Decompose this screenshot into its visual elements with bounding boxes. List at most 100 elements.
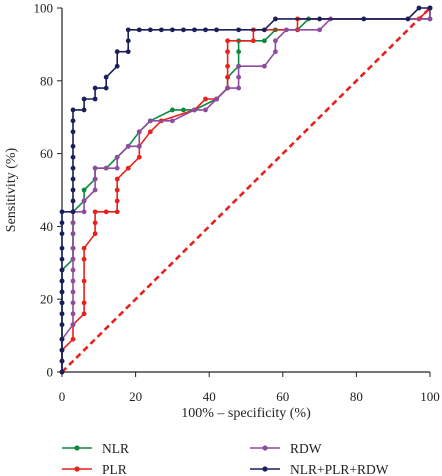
data-point-plr: [81, 245, 87, 251]
data-point-rdw: [92, 176, 98, 182]
data-point-nlr-plr-rdw: [59, 336, 65, 342]
data-point-rdw: [136, 143, 142, 149]
data-point-rdw: [70, 278, 76, 284]
data-point-rdw: [70, 220, 76, 226]
data-point-nlr-plr-rdw: [192, 27, 197, 33]
y-tick-label: 100: [34, 1, 54, 16]
data-point-plr: [147, 129, 153, 135]
x-tick-label: 20: [129, 389, 142, 404]
data-point-rdw: [262, 63, 267, 69]
data-point-rdw: [273, 38, 278, 44]
legend-item-rdw: RDW: [250, 441, 322, 456]
reference-diagonal-line: [61, 7, 431, 373]
data-point-nlr-plr-rdw: [59, 369, 65, 375]
data-point-nlr-plr-rdw: [59, 220, 65, 226]
data-point-nlr-plr-rdw: [158, 27, 164, 33]
data-point-nlr-plr-rdw: [59, 231, 65, 237]
data-point-nlr-plr-rdw: [262, 27, 267, 33]
data-point-rdw: [92, 187, 98, 193]
data-point-nlr-plr-rdw: [361, 16, 367, 22]
data-point-nlr-plr-rdw: [317, 16, 322, 22]
data-point-nlr: [262, 38, 267, 44]
data-point-plr: [114, 176, 120, 182]
data-point-plr: [225, 38, 231, 44]
data-point-plr: [225, 74, 231, 80]
data-point-nlr-plr-rdw: [147, 27, 153, 33]
data-point-nlr: [170, 107, 175, 113]
data-point-nlr-plr-rdw: [59, 347, 65, 353]
data-point-nlr-plr-rdw: [427, 5, 433, 11]
data-point-nlr-plr-rdw: [59, 358, 65, 364]
data-point-plr: [114, 198, 120, 204]
data-point-rdw: [70, 311, 76, 317]
data-point-rdw: [92, 165, 98, 171]
data-point-rdw: [284, 27, 289, 33]
data-point-nlr: [236, 49, 242, 55]
data-point-rdw: [70, 231, 76, 237]
legend-marker-nlr-plr-rdw: [262, 466, 268, 472]
data-point-rdw: [103, 165, 109, 171]
data-point-rdw: [70, 245, 76, 251]
data-point-rdw: [236, 63, 242, 69]
y-tick-label: 80: [40, 73, 53, 88]
data-point-nlr-plr-rdw: [59, 267, 65, 273]
data-point-plr: [81, 311, 87, 317]
data-point-plr: [81, 256, 87, 262]
data-point-rdw: [236, 85, 242, 91]
data-point-nlr-plr-rdw: [70, 198, 76, 204]
data-point-rdw: [225, 85, 231, 91]
data-point-plr: [103, 209, 109, 215]
data-point-nlr-plr-rdw: [103, 74, 109, 80]
data-point-plr: [92, 231, 98, 237]
series-layer: [59, 5, 433, 375]
data-point-rdw: [203, 107, 208, 113]
y-tick-label: 60: [40, 146, 53, 161]
series-line-nlr-plr-rdw: [61, 7, 430, 372]
data-point-nlr-plr-rdw: [125, 38, 131, 44]
data-point-nlr-plr-rdw: [203, 27, 208, 33]
data-point-rdw: [70, 267, 76, 273]
data-point-nlr-plr-rdw: [70, 154, 76, 160]
data-point-rdw: [192, 107, 197, 113]
data-point-rdw: [236, 74, 242, 80]
x-tick-label: 0: [59, 389, 66, 404]
legend: NLR RDW PLR NLR+PLR+RDW: [62, 441, 389, 476]
data-point-nlr-plr-rdw: [70, 118, 76, 124]
data-point-nlr: [81, 187, 87, 193]
legend-label-nlr-plr-rdw: NLR+PLR+RDW: [290, 462, 389, 476]
data-point-nlr-plr-rdw: [59, 245, 65, 251]
data-point-plr: [70, 336, 76, 342]
data-point-nlr-plr-rdw: [92, 96, 98, 102]
data-point-rdw: [114, 165, 120, 171]
data-point-plr: [81, 300, 87, 306]
data-point-nlr-plr-rdw: [136, 27, 142, 33]
data-point-nlr-plr-rdw: [81, 107, 87, 113]
legend-marker-plr: [74, 466, 80, 472]
legend-label-rdw: RDW: [290, 441, 322, 456]
data-point-nlr-plr-rdw: [70, 209, 76, 215]
data-point-rdw: [317, 27, 322, 33]
data-point-nlr-plr-rdw: [70, 107, 76, 113]
data-point-nlr-plr-rdw: [59, 209, 65, 215]
data-point-nlr-plr-rdw: [92, 85, 98, 91]
data-point-nlr-plr-rdw: [181, 27, 186, 33]
data-point-plr: [114, 209, 120, 215]
data-point-plr: [203, 96, 208, 102]
data-point-rdw: [70, 300, 76, 306]
data-point-plr: [125, 165, 131, 171]
legend-item-nlr-plr-rdw: NLR+PLR+RDW: [250, 462, 389, 476]
data-point-nlr-plr-rdw: [70, 129, 76, 135]
data-point-rdw: [70, 322, 76, 328]
data-point-nlr-plr-rdw: [59, 322, 65, 328]
data-point-nlr-plr-rdw: [214, 27, 219, 33]
y-tick-label: 0: [47, 365, 54, 380]
data-point-rdw: [70, 289, 76, 295]
data-point-plr: [225, 63, 231, 69]
data-point-rdw: [147, 118, 153, 124]
legend-item-nlr: NLR: [62, 441, 129, 456]
data-point-plr: [81, 278, 87, 284]
data-point-nlr-plr-rdw: [59, 300, 65, 306]
data-point-plr: [250, 38, 256, 44]
data-point-rdw: [214, 96, 219, 102]
